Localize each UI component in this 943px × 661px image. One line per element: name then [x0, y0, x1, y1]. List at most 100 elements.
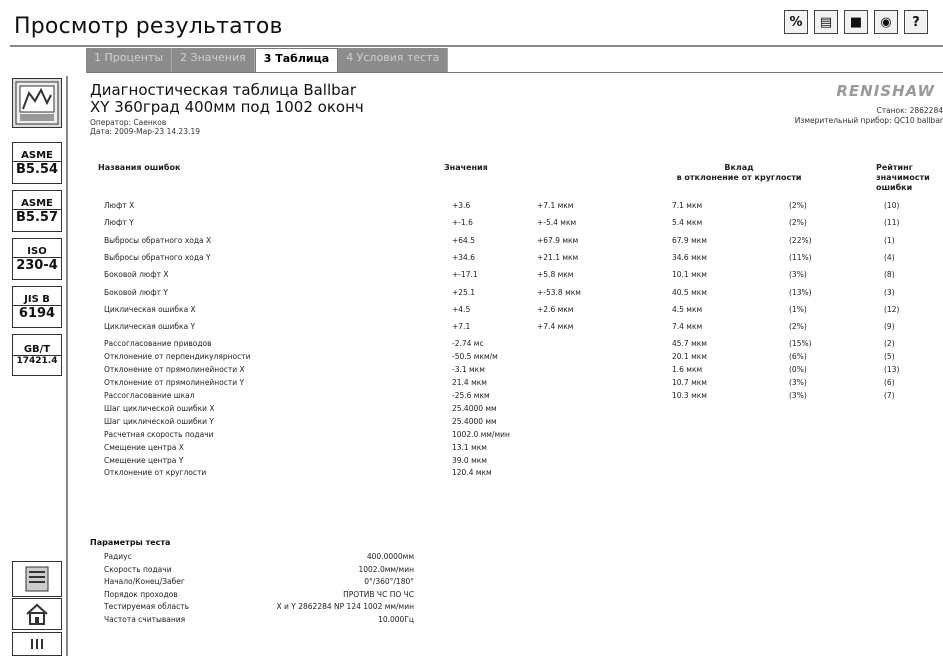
- cell-r: (11): [884, 218, 900, 227]
- cell-c2: (2%): [789, 322, 807, 331]
- param-name: Частота считывания: [104, 614, 186, 624]
- cell-v1: -25.6 мкм: [452, 391, 490, 400]
- polar-plot-icon: [15, 81, 59, 125]
- standard-name: ASME: [13, 197, 61, 210]
- params-title: Параметры теста: [90, 538, 171, 547]
- param-name: Тестируемая область: [104, 602, 190, 611]
- standard-name: JIS B: [13, 293, 61, 306]
- home-button[interactable]: [12, 598, 62, 630]
- percent-button[interactable]: %: [784, 10, 808, 34]
- table-row: Рассогласование шкал -25.6 мкм 10.3 мкм (3%…: [84, 391, 943, 403]
- cell-v1: +7.1: [452, 322, 471, 331]
- printer-button[interactable]: ▤: [814, 10, 838, 34]
- tab-1[interactable]: 1 Проценты: [86, 48, 173, 72]
- table-row: Люфт Y +-1.6 +-5.4 мкм 5.4 мкм (2%) (11): [84, 218, 943, 230]
- param-value: 1002.0мм/мин: [358, 564, 414, 574]
- table-row: Отклонение от прямолинейности Y 21.4 мкм 1…: [84, 378, 943, 390]
- globe-button[interactable]: ◉: [874, 10, 898, 34]
- table-row: Шаг циклической ошибки Y 25.4000 мм: [84, 417, 943, 429]
- cell-v1: +4.5: [452, 305, 471, 314]
- report-view-button[interactable]: [12, 561, 62, 597]
- cell-c2: (0%): [789, 365, 807, 374]
- cell-v2: +-5.4 мкм: [537, 218, 577, 227]
- date-label: Дата: 2009-Мар-23 14.23.19: [90, 127, 200, 136]
- standard-button-1[interactable]: ASME B5.54: [12, 142, 62, 184]
- param-row: Тестируемая область X и Y 2862284 NP 124 …: [84, 602, 414, 614]
- tab-2[interactable]: 2 Значения: [172, 48, 255, 72]
- cell-r: (13): [884, 365, 900, 374]
- standard-button-5[interactable]: GB/T 17421.4: [12, 334, 62, 376]
- save-icon: ■: [849, 14, 863, 30]
- standard-number: B5.57: [16, 209, 58, 225]
- cell-v1: 39.0 мкм: [452, 456, 487, 465]
- cell-v2: +5.8 мкм: [537, 270, 574, 279]
- cell-name: Отклонение от круглости: [104, 468, 207, 477]
- grid-button[interactable]: [12, 632, 62, 656]
- cell-name: Отклонение от прямолинейности Y: [104, 378, 245, 387]
- cell-v1: +25.1: [452, 288, 475, 297]
- cell-name: Шаг циклической ошибки Х: [104, 404, 215, 413]
- cell-c1: 1.6 мкм: [672, 365, 703, 374]
- cell-c1: 10.7 мкм: [672, 378, 707, 387]
- col-header-rating: Рейтинг значимости ошибки: [876, 163, 930, 192]
- cell-v1: 25.4000 мм: [452, 404, 497, 413]
- standard-button-3[interactable]: ISO 230-4: [12, 238, 62, 280]
- cell-c1: 5.4 мкм: [672, 218, 703, 227]
- col-header-contribution: Вклад в отклонение от круглости: [676, 163, 802, 182]
- cell-v2: +21.1 мкм: [537, 253, 579, 262]
- cell-r: (9): [884, 322, 895, 331]
- cell-name: Отклонение от перпендикулярности: [104, 352, 251, 361]
- polar-plot-view-button[interactable]: [12, 78, 62, 128]
- cell-v1: +34.6: [452, 253, 475, 262]
- table-row: Боковой люфт Х +-17.1 +5.8 мкм 10.1 мкм (3%)…: [84, 270, 943, 282]
- cell-c1: 20.1 мкм: [672, 352, 707, 361]
- cell-v1: 1002.0 мм/мин: [452, 430, 510, 439]
- cell-c2: (15%): [789, 339, 812, 348]
- cell-v1: +3.6: [452, 201, 471, 210]
- cell-c1: 40.5 мкм: [672, 288, 707, 297]
- cell-name: Отклонение от прямолинейности Х: [104, 365, 245, 374]
- table-row: Выбросы обратного хода Х +64.5 +67.9 мкм 67…: [84, 236, 943, 248]
- table-row: Отклонение от круглости 120.4 мкм: [84, 468, 943, 480]
- save-button[interactable]: ■: [844, 10, 868, 34]
- toolbar: % ▤ ■ ◉?: [784, 10, 928, 34]
- cell-c2: (1%): [789, 305, 807, 314]
- cell-v2: +67.9 мкм: [537, 236, 579, 245]
- cell-v1: -3.1 мкм: [452, 365, 485, 374]
- cell-v1: 120.4 мкм: [452, 468, 492, 477]
- percent-icon: %: [789, 14, 803, 30]
- help-button[interactable]: ?: [904, 10, 928, 34]
- standard-name: ASME: [13, 149, 61, 162]
- col-header-values: Значения: [444, 163, 488, 172]
- cell-c2: (3%): [789, 270, 807, 279]
- cell-name: Боковой люфт Y: [104, 288, 168, 297]
- results-panel: Диагностическая таблица Ballbar XY 360гр…: [84, 78, 943, 658]
- cell-c1: 7.1 мкм: [672, 201, 703, 210]
- cell-r: (12): [884, 305, 900, 314]
- cell-name: Шаг циклической ошибки Y: [104, 417, 214, 426]
- instrument-label: Измерительный прибор: QC10 ballbar: [794, 116, 943, 125]
- app-title: Просмотр результатов: [14, 14, 283, 39]
- operator-label: Оператор: Саенков: [90, 118, 167, 127]
- cell-name: Смещение центра Y: [104, 456, 184, 465]
- cell-r: (5): [884, 352, 895, 361]
- cell-c1: 34.6 мкм: [672, 253, 707, 262]
- standard-button-2[interactable]: ASME B5.57: [12, 190, 62, 232]
- cell-c1: 10.1 мкм: [672, 270, 707, 279]
- cell-r: (7): [884, 391, 895, 400]
- report-icon: [25, 566, 49, 592]
- cell-v1: +-1.6: [452, 218, 473, 227]
- standard-button-4[interactable]: JIS B 6194: [12, 286, 62, 328]
- cell-name: Рассогласование шкал: [104, 391, 195, 400]
- cell-v1: +-17.1: [452, 270, 478, 279]
- tab-4[interactable]: 4 Условия теста: [338, 48, 449, 72]
- param-name: Порядок проходов: [104, 589, 178, 599]
- cell-name: Смещение центра Х: [104, 443, 184, 452]
- param-name: Скорость подачи: [104, 564, 172, 574]
- tab-3[interactable]: 3 Таблица: [254, 48, 339, 72]
- cell-r: (1): [884, 236, 895, 245]
- tab-divider: [86, 72, 943, 73]
- document-title-line2: XY 360град 400мм под 1002 оконч: [90, 98, 364, 116]
- cell-v2: +7.4 мкм: [537, 322, 574, 331]
- table-row: Отклонение от прямолинейности Х -3.1 мкм 1…: [84, 365, 943, 377]
